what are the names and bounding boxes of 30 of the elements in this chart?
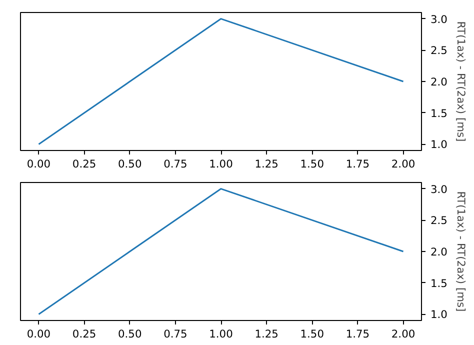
x-tick-label: 1.25: [254, 328, 278, 340]
x-tick-label: 2.00: [391, 158, 416, 170]
x-tick-label: 0.50: [118, 158, 142, 170]
x-tick-label: 0.25: [72, 158, 96, 170]
y-axis-title: RT(1ax) - RT(2ax) [ms]: [454, 191, 468, 312]
x-tick-label: 2.00: [391, 328, 416, 340]
x-tick-label: 1.00: [209, 328, 234, 340]
y-tick-label: 2.0: [430, 76, 448, 88]
x-tick-label: 1.50: [300, 158, 324, 170]
x-tick-label: 1.75: [346, 328, 370, 340]
y-tick-label: 3.0: [430, 182, 448, 196]
y-tick-label: 3.0: [430, 12, 448, 26]
y-tick-label: 2.0: [430, 246, 448, 258]
x-tick-label: 1.50: [300, 328, 324, 340]
x-tick-label: 0.00: [26, 328, 51, 340]
y-tick-label: 1.5: [430, 276, 448, 290]
y-tick-label: 2.5: [430, 44, 448, 58]
x-tick-label: 1.75: [346, 158, 370, 170]
y-tick-label: 1.5: [430, 106, 448, 120]
x-tick-label: 0.75: [164, 328, 188, 340]
x-tick-label: 1.00: [209, 158, 234, 170]
x-tick-label: 0.75: [164, 158, 188, 170]
y-tick-label: 1.0: [430, 308, 448, 322]
y-axis-title: RT(1ax) - RT(2ax) [ms]: [454, 21, 468, 142]
y-tick-label: 2.5: [430, 214, 448, 228]
x-tick-label: 0.00: [26, 158, 51, 170]
x-tick-label: 0.50: [118, 328, 142, 340]
y-tick-label: 1.0: [430, 138, 448, 152]
x-tick-label: 0.25: [72, 328, 96, 340]
x-tick-label: 1.25: [254, 158, 278, 170]
